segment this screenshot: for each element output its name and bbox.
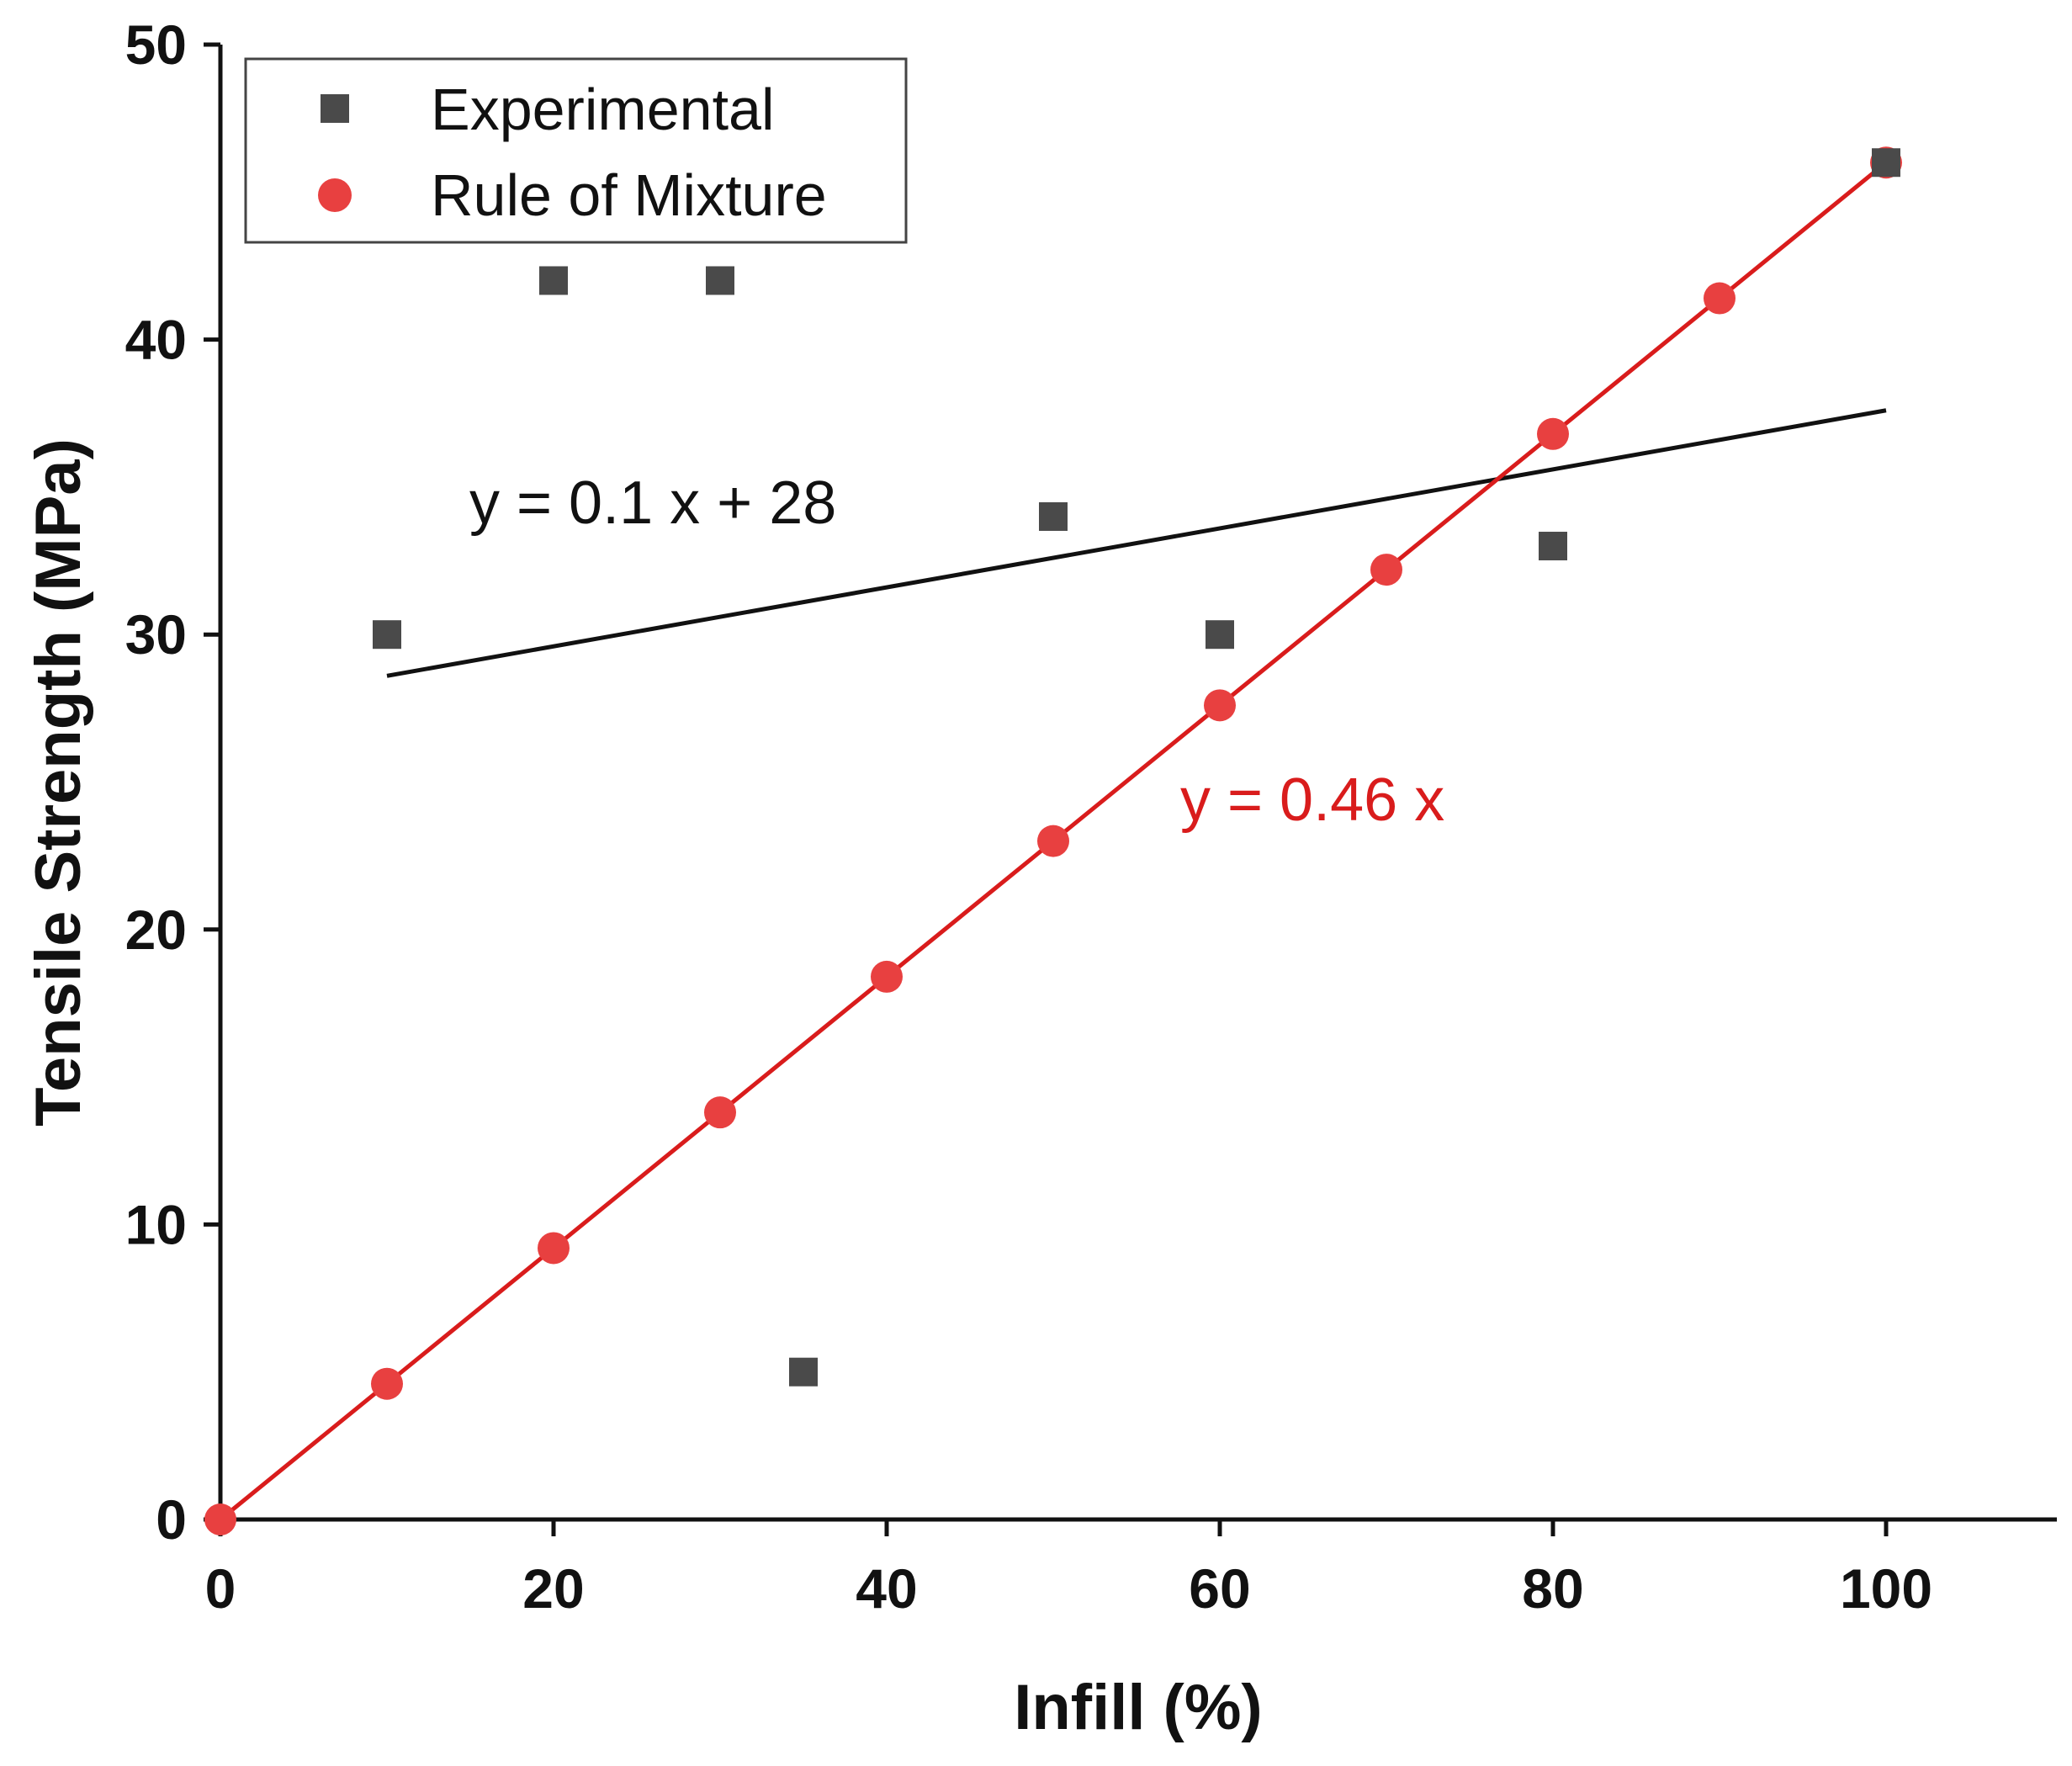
x-tick-label: 40 <box>856 1557 917 1620</box>
rule-of-mixture-point <box>871 960 903 993</box>
experimental-point <box>706 266 734 295</box>
experimental-point <box>539 266 568 295</box>
experimental-point <box>789 1357 818 1387</box>
rule-of-mixture-point <box>538 1232 570 1265</box>
y-tick-label: 10 <box>125 1193 187 1255</box>
rule-of-mixture-point <box>371 1367 403 1400</box>
legend-experimental-marker <box>321 94 349 123</box>
rule-of-mixture-point <box>204 1503 236 1535</box>
legend-rule-of-mixture-marker <box>318 178 352 212</box>
rule-of-mixture-point <box>1537 417 1569 450</box>
experimental-point <box>1039 501 1068 531</box>
legend-experimental-label: Experimental <box>431 77 775 142</box>
x-tick-label: 60 <box>1189 1557 1250 1620</box>
experimental-points <box>373 148 1900 1387</box>
x-tick-label: 100 <box>1840 1557 1932 1620</box>
legend: Experimental Rule of Mixture <box>244 57 908 244</box>
y-axis-title: Tensile Strength (MPa) <box>23 438 94 1127</box>
rule-of-mixture-point <box>1370 554 1402 586</box>
experimental-fit-line <box>386 408 1887 678</box>
rule-of-mixture-point <box>1204 689 1236 722</box>
legend-box <box>244 57 908 244</box>
x-tick-label: 80 <box>1522 1557 1583 1620</box>
x-axis-title: Infill (%) <box>1014 1672 1263 1743</box>
legend-rule-of-mixture-label: Rule of Mixture <box>431 162 827 228</box>
experimental-point <box>1539 532 1567 561</box>
ticks: 0 20 40 60 80 100 0 10 20 30 40 50 <box>125 13 1932 1620</box>
y-tick-label: 30 <box>125 603 187 666</box>
y-tick-label: 0 <box>156 1488 187 1551</box>
experimental-fit-equation: y = 0.1 x + 28 <box>469 469 836 537</box>
experimental-point <box>1872 148 1900 178</box>
rule-of-mixture-point <box>704 1096 736 1129</box>
rule-of-mixture-fit-equation: y = 0.46 x <box>1180 766 1444 834</box>
y-tick-label: 40 <box>125 309 187 371</box>
rule-of-mixture-point <box>1037 825 1069 857</box>
x-tick-label: 0 <box>205 1557 236 1620</box>
y-tick-label: 20 <box>125 899 187 961</box>
rule-of-mixture-point <box>1704 282 1735 315</box>
x-tick-label: 20 <box>522 1557 584 1620</box>
y-tick-label: 50 <box>125 13 187 76</box>
experimental-point <box>373 620 401 650</box>
experimental-point <box>1206 620 1234 650</box>
